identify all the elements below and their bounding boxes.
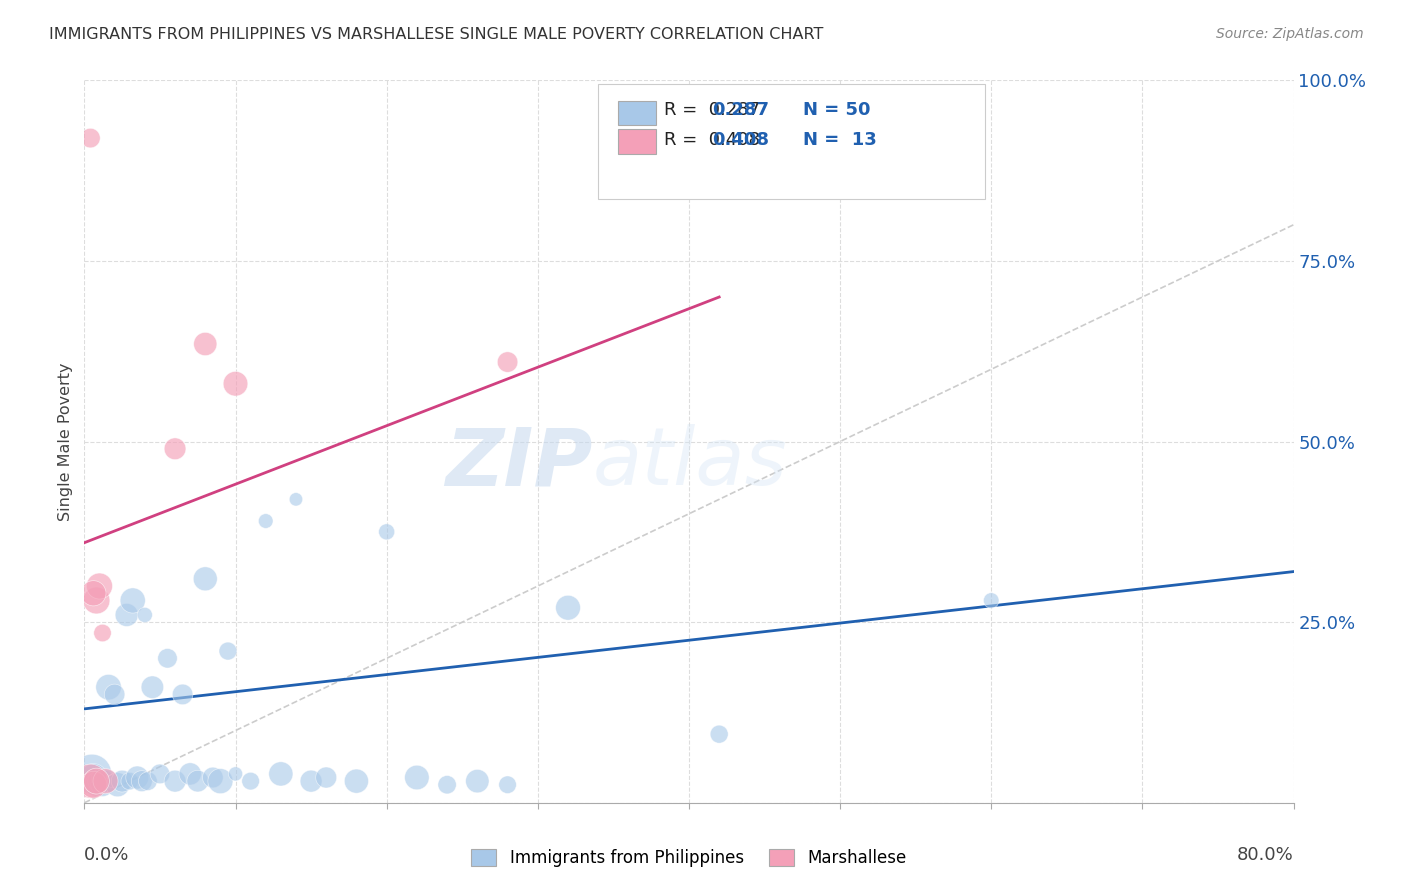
Point xyxy=(496,355,519,369)
Point xyxy=(82,778,104,792)
Y-axis label: Single Male Poverty: Single Male Poverty xyxy=(58,362,73,521)
Point xyxy=(315,771,337,785)
Point xyxy=(127,771,149,785)
Point xyxy=(209,774,232,789)
Point xyxy=(254,514,277,528)
Point xyxy=(179,767,201,781)
Point xyxy=(89,771,111,785)
Text: N =  13: N = 13 xyxy=(803,131,876,149)
Point xyxy=(118,774,141,789)
Point xyxy=(94,774,117,789)
Point xyxy=(194,572,217,586)
FancyBboxPatch shape xyxy=(617,129,657,154)
Text: 0.408: 0.408 xyxy=(711,131,769,149)
Point xyxy=(89,579,111,593)
Text: R =  0.287: R = 0.287 xyxy=(664,101,759,119)
Point xyxy=(80,767,103,781)
Point xyxy=(86,778,108,792)
Point xyxy=(201,771,224,785)
Point xyxy=(194,337,217,351)
Point xyxy=(165,774,187,789)
Point xyxy=(980,593,1002,607)
Point xyxy=(131,774,153,789)
Point xyxy=(87,774,110,789)
Point xyxy=(299,774,322,789)
Point xyxy=(270,767,292,781)
Point xyxy=(82,586,104,600)
Point xyxy=(141,680,163,694)
Point xyxy=(557,600,579,615)
Point xyxy=(156,651,179,665)
Point xyxy=(82,771,104,785)
Point xyxy=(172,687,194,701)
Point xyxy=(91,778,114,792)
Point xyxy=(346,774,368,789)
Point xyxy=(285,492,308,507)
FancyBboxPatch shape xyxy=(599,84,986,200)
Point xyxy=(84,774,107,789)
Text: 80.0%: 80.0% xyxy=(1237,847,1294,864)
FancyBboxPatch shape xyxy=(617,101,657,125)
Point xyxy=(111,774,134,789)
Text: 0.0%: 0.0% xyxy=(84,847,129,864)
Point xyxy=(93,774,115,789)
Point xyxy=(86,774,108,789)
Point xyxy=(375,524,398,539)
Point xyxy=(136,774,159,789)
Point xyxy=(187,774,209,789)
Text: 0.287: 0.287 xyxy=(711,101,769,119)
Point xyxy=(104,687,127,701)
Point xyxy=(239,774,262,789)
Text: ZIP: ZIP xyxy=(444,425,592,502)
Point xyxy=(467,774,489,789)
Text: IMMIGRANTS FROM PHILIPPINES VS MARSHALLESE SINGLE MALE POVERTY CORRELATION CHART: IMMIGRANTS FROM PHILIPPINES VS MARSHALLE… xyxy=(49,27,824,42)
Point xyxy=(90,774,112,789)
Text: Source: ZipAtlas.com: Source: ZipAtlas.com xyxy=(1216,27,1364,41)
Text: R =  0.408: R = 0.408 xyxy=(664,131,759,149)
Point xyxy=(79,774,101,789)
Legend: Immigrants from Philippines, Marshallese: Immigrants from Philippines, Marshallese xyxy=(471,848,907,867)
Point xyxy=(225,767,247,781)
Point xyxy=(79,131,101,145)
Point xyxy=(406,771,429,785)
Text: atlas: atlas xyxy=(592,425,787,502)
Point xyxy=(100,774,122,789)
Point xyxy=(709,727,731,741)
Point xyxy=(115,607,138,622)
Point xyxy=(217,644,239,658)
Point xyxy=(96,774,118,789)
Point xyxy=(107,778,129,792)
Point xyxy=(91,626,114,640)
Point xyxy=(94,771,117,785)
Text: N = 50: N = 50 xyxy=(803,101,870,119)
Point xyxy=(165,442,187,456)
Point xyxy=(86,593,108,607)
Point xyxy=(149,767,172,781)
Point xyxy=(97,680,120,694)
Point xyxy=(496,778,519,792)
Point xyxy=(121,593,143,607)
Point xyxy=(436,778,458,792)
Point xyxy=(225,376,247,391)
Point xyxy=(134,607,156,622)
